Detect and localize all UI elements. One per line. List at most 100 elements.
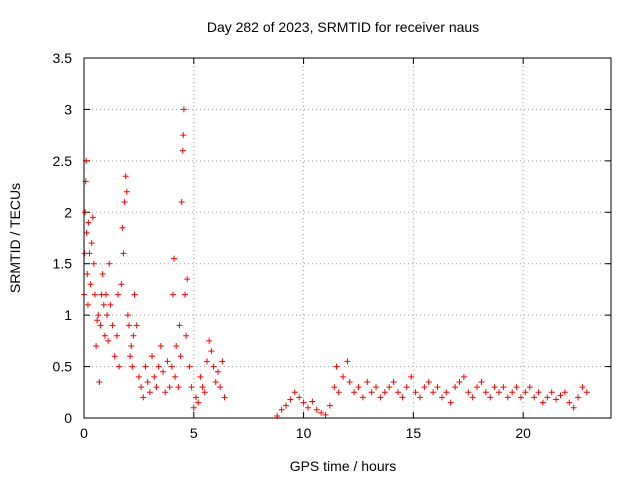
data-point [135,373,142,380]
data-point [340,373,347,380]
data-point [171,255,178,262]
data-point [333,363,340,370]
data-point [214,368,221,375]
data-point [212,379,219,385]
data-point [106,260,113,267]
data-point [403,384,410,391]
data-point [561,389,568,396]
data-point [474,384,481,391]
y-tick-label: 2 [64,204,72,220]
data-point [283,402,290,409]
data-point [217,384,224,391]
data-point [140,394,147,401]
data-point [186,363,193,370]
data-point [199,384,206,391]
data-point [84,271,91,277]
data-point [500,384,507,391]
data-point [87,281,94,288]
data-point [127,353,134,360]
plot-frame [83,57,612,419]
data-point [304,404,311,411]
data-point [221,394,228,401]
data-point [153,384,160,391]
data-point [309,398,316,405]
data-point [133,322,140,329]
data-point [190,404,197,411]
data-point [355,384,362,391]
data-point [180,106,187,113]
data-point [144,379,151,385]
data-point [162,389,169,396]
data-point [482,389,489,396]
data-point [91,291,98,298]
data-point [88,240,95,247]
x-tick-label: 5 [190,425,198,441]
data-point [176,322,183,329]
data-point [579,384,586,391]
data-point [566,399,573,406]
data-point [201,389,208,396]
data-point [203,358,210,365]
data-point [318,409,325,416]
data-point [208,348,215,355]
data-point [373,384,380,391]
data-point [548,389,555,396]
x-axis-label: GPS time / hours [290,458,397,474]
data-point [175,384,182,391]
data-point [124,312,131,319]
data-point [570,404,577,411]
data-point [195,399,202,406]
data-point [123,188,130,195]
data-point [178,199,185,205]
data-point [544,394,551,401]
x-tick-label: 10 [296,425,312,441]
data-point [157,343,164,349]
data-point [346,379,353,385]
data-point [386,384,393,391]
data-point [85,219,92,226]
data-point [89,214,96,221]
data-point [412,389,419,396]
data-point [149,353,156,360]
data-point [102,291,109,298]
grid-lines [84,58,611,418]
data-point [177,353,184,360]
y-tick-label: 0.5 [53,359,73,375]
data-point [434,384,441,391]
data-point [146,389,153,396]
data-point [197,373,204,380]
data-point [129,363,136,370]
data-point [364,379,371,385]
data-point [491,384,498,391]
data-point [109,322,116,329]
data-point [509,389,516,396]
data-point [94,317,101,324]
data-point [496,389,503,396]
data-point [179,147,186,154]
data-point [517,394,524,401]
data-point [97,322,104,329]
data-point [100,301,107,308]
axis-ticks: 0 5 10 15 20 0 0.5 1 1.5 2 2.5 3 3.5 [53,50,611,441]
data-point [447,399,454,406]
data-point [93,343,100,349]
y-tick-label: 1.5 [53,256,73,272]
data-point [120,250,127,257]
data-point [155,363,162,370]
data-point [351,389,358,396]
data-point [452,384,459,391]
data-point [84,301,91,308]
data-point [210,363,217,370]
chart-title: Day 282 of 2023, SRMTID for receiver nau… [207,19,479,35]
data-point [138,384,145,391]
data-point [331,384,338,391]
data-point [421,384,428,391]
data-point [151,373,158,380]
data-point [119,224,126,231]
data-point [180,132,187,139]
data-point [219,358,226,365]
data-point [322,411,329,418]
data-point [184,276,191,283]
data-point [399,394,406,401]
